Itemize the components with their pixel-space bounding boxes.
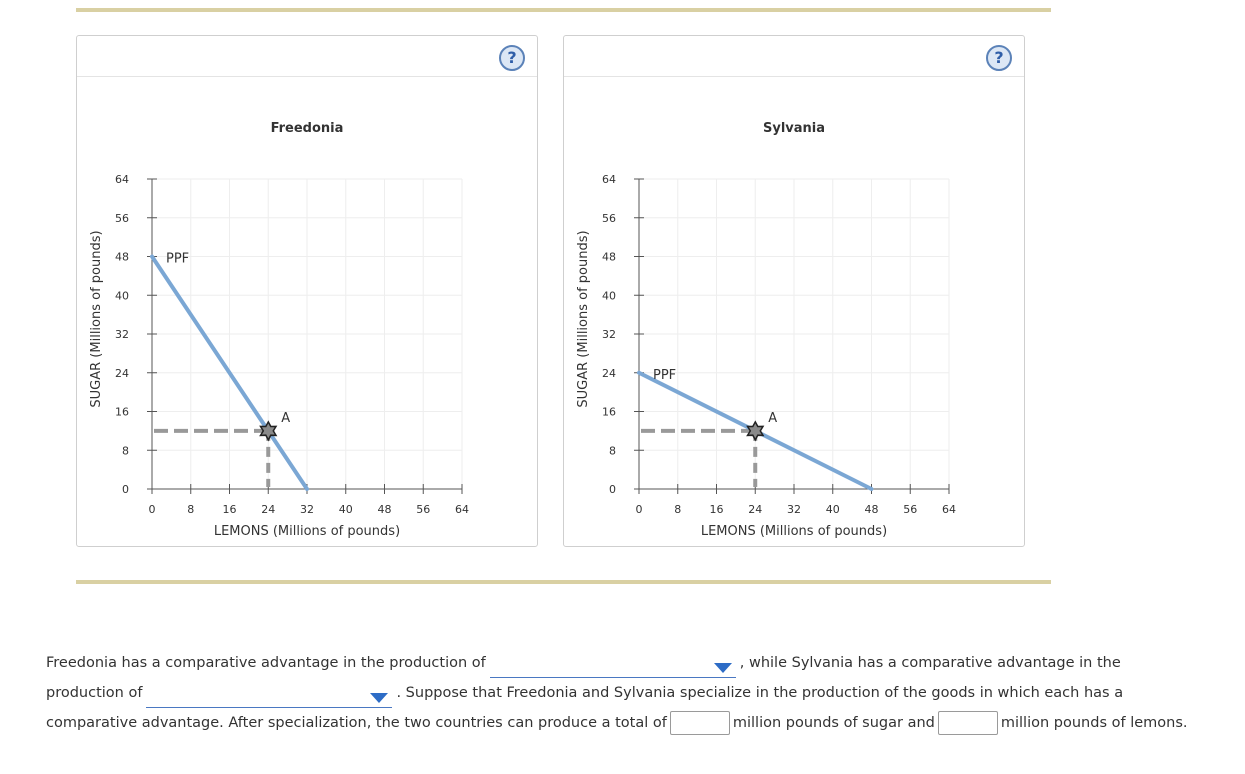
x-tick-label: 64 [455, 503, 469, 516]
y-tick-label: 32 [115, 328, 129, 341]
y-tick-label: 24 [602, 367, 616, 380]
x-tick-label: 0 [636, 503, 643, 516]
y-tick-label: 56 [115, 212, 129, 225]
y-tick-label: 40 [602, 289, 616, 302]
y-axis-label: SUGAR (Millions of pounds) [89, 230, 104, 407]
ppf-label: PPF [653, 368, 676, 383]
y-axis-label: SUGAR (Millions of pounds) [576, 230, 591, 407]
lemons-total-input[interactable] [937, 711, 998, 735]
x-tick-label: 48 [865, 503, 879, 516]
question-part-2: , while Sylvania has a comparative advan… [46, 655, 1121, 701]
x-tick-label: 8 [187, 503, 194, 516]
point-a-marker [259, 420, 278, 442]
x-tick-label: 32 [787, 503, 801, 516]
sylvania-advantage-dropdown[interactable] [146, 685, 393, 708]
x-tick-label: 40 [826, 503, 840, 516]
freedonia-graph-panel: ? Freedonia 0 8 16 24 32 40 48 56 64 0 8 16 24 32 40 48 5… [76, 35, 538, 547]
x-tick-label: 56 [903, 503, 917, 516]
x-tick-label: 56 [416, 503, 430, 516]
y-tick-label: 64 [602, 173, 616, 186]
x-tick-label: 8 [674, 503, 681, 516]
freedonia-ppf-chart: Freedonia 0 8 16 24 32 40 48 56 64 0 8 16 24 32 40 48 56 6… [89, 121, 469, 539]
dropdown-arrow-icon [713, 663, 732, 673]
freedonia-advantage-dropdown[interactable] [489, 655, 736, 678]
sylvania-ppf-chart: Sylvania 0 8 16 24 32 40 48 56 64 0 8 16 24 32 40 48 56 64… [576, 121, 956, 539]
help-icon[interactable]: ? [499, 45, 525, 71]
y-tick-label: 8 [609, 444, 616, 457]
chart-title: Freedonia [271, 121, 344, 136]
y-tick-label: 8 [122, 444, 129, 457]
x-axis-label: LEMONS (Millions of pounds) [701, 524, 887, 539]
sylvania-graph-panel: ? Sylvania 0 8 16 24 32 40 48 56 64 0 8 16 24 32 40 48 56… [563, 35, 1025, 547]
x-tick-label: 64 [942, 503, 956, 516]
chart-title: Sylvania [763, 121, 825, 136]
y-tick-label: 24 [115, 367, 129, 380]
sugar-total-input[interactable] [669, 711, 730, 735]
x-tick-label: 24 [261, 503, 275, 516]
top-divider [76, 8, 1051, 12]
y-tick-label: 48 [115, 251, 129, 264]
question-part-3: . Suppose that Freedonia and Sylvania sp… [46, 685, 1124, 731]
dropdown-arrow-icon [370, 693, 389, 703]
point-a-label: A [768, 411, 777, 426]
ppf-line [150, 254, 309, 491]
x-tick-label: 16 [223, 503, 237, 516]
y-tick-label: 0 [122, 483, 129, 496]
point-a-marker [746, 420, 765, 442]
help-icon[interactable]: ? [986, 45, 1012, 71]
question-part-1: Freedonia has a comparative advantage in… [46, 655, 486, 671]
x-tick-label: 24 [748, 503, 762, 516]
y-tick-label: 64 [115, 173, 129, 186]
question-part-5: million pounds of lemons. [1000, 715, 1188, 731]
ppf-label: PPF [166, 252, 189, 267]
y-tick-label: 0 [609, 483, 616, 496]
x-tick-label: 32 [300, 503, 314, 516]
y-tick-label: 48 [602, 251, 616, 264]
y-tick-label: 16 [115, 406, 129, 419]
x-tick-label: 0 [149, 503, 156, 516]
y-tick-label: 40 [115, 289, 129, 302]
graph-panel-header: ? [77, 36, 537, 77]
question-text: Freedonia has a comparative advantage in… [46, 648, 1196, 738]
y-tick-label: 32 [602, 328, 616, 341]
y-tick-label: 56 [602, 212, 616, 225]
question-part-4: million pounds of sugar and [732, 715, 935, 731]
bottom-divider [76, 580, 1051, 584]
x-tick-label: 40 [339, 503, 353, 516]
x-axis-label: LEMONS (Millions of pounds) [214, 524, 400, 539]
x-tick-label: 16 [710, 503, 724, 516]
point-a-label: A [281, 411, 290, 426]
y-tick-label: 16 [602, 406, 616, 419]
x-tick-label: 48 [378, 503, 392, 516]
graph-panel-header: ? [564, 36, 1024, 77]
